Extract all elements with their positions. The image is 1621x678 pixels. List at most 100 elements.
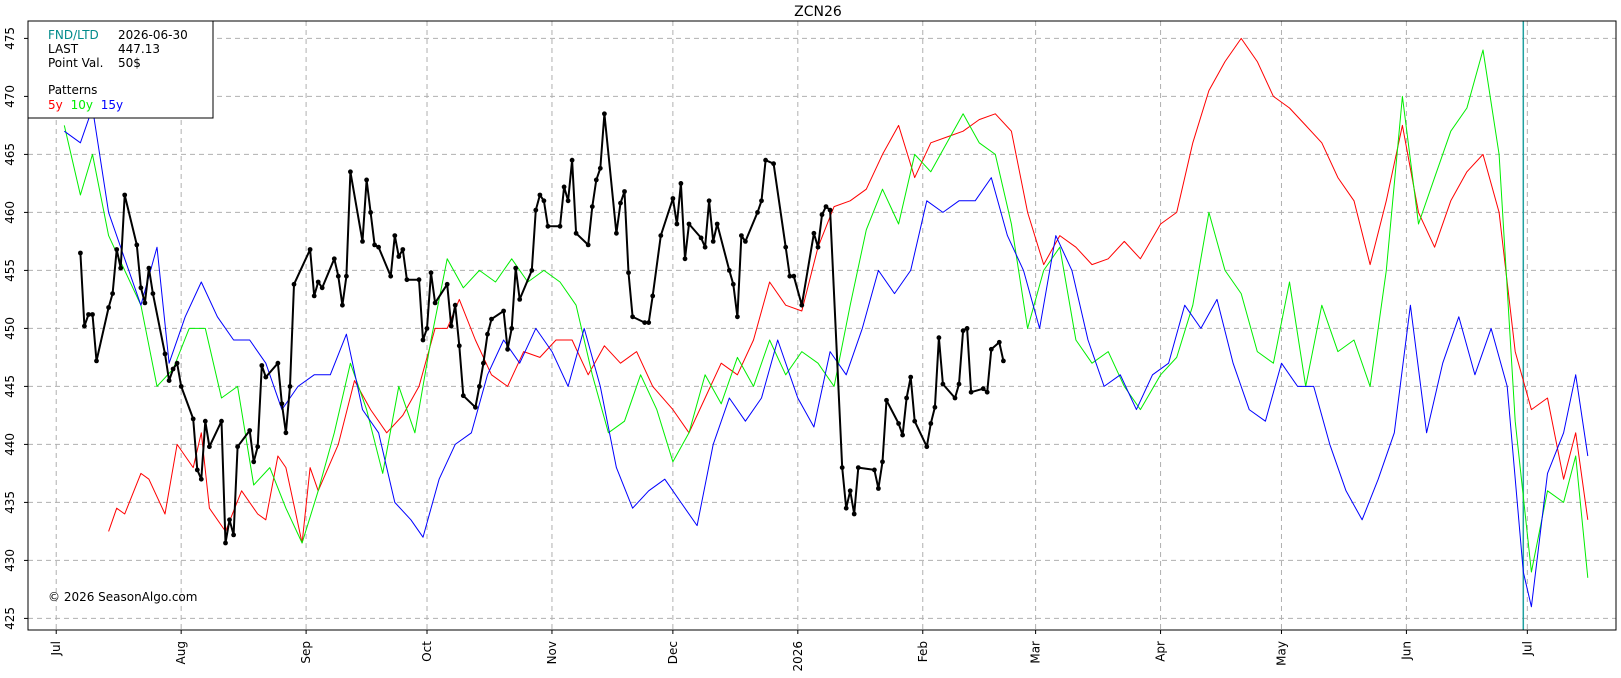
price-point bbox=[517, 297, 523, 302]
price-point bbox=[827, 207, 833, 213]
price-point bbox=[279, 401, 285, 407]
price-point bbox=[315, 279, 321, 285]
price-point bbox=[501, 308, 506, 314]
price-point bbox=[82, 323, 87, 329]
price-point bbox=[819, 212, 825, 218]
price-point bbox=[340, 302, 345, 308]
price-point bbox=[251, 459, 257, 465]
copyright-text: © 2026 SeasonAlgo.com bbox=[48, 590, 197, 604]
price-point bbox=[110, 291, 115, 296]
legend-15y: 15y bbox=[101, 98, 123, 112]
price-point bbox=[1001, 358, 1006, 364]
price-point bbox=[533, 207, 539, 213]
price-point bbox=[739, 233, 744, 239]
price-point bbox=[247, 428, 253, 433]
price-point bbox=[956, 381, 962, 387]
price-point bbox=[646, 320, 652, 325]
price-point bbox=[400, 247, 406, 252]
price-point bbox=[78, 250, 83, 256]
price-point bbox=[416, 277, 422, 283]
price-point bbox=[118, 265, 124, 271]
price-point bbox=[106, 305, 111, 310]
price-point bbox=[134, 242, 140, 248]
y-tick-label: 465 bbox=[3, 143, 17, 166]
price-point bbox=[960, 328, 966, 334]
price-point bbox=[855, 465, 861, 470]
price-point bbox=[489, 316, 494, 322]
price-point bbox=[940, 381, 946, 387]
x-tick-label: 2026 bbox=[791, 641, 805, 672]
legend-5y: 5y bbox=[48, 98, 63, 112]
price-point bbox=[448, 323, 454, 329]
price-point bbox=[557, 223, 563, 229]
price-point bbox=[682, 256, 688, 262]
price-point bbox=[678, 181, 684, 186]
price-point bbox=[537, 192, 543, 198]
price-point bbox=[202, 418, 208, 424]
price-point bbox=[360, 239, 365, 244]
price-point bbox=[876, 486, 881, 491]
price-point bbox=[763, 157, 768, 163]
y-tick-label: 455 bbox=[3, 259, 17, 282]
price-point bbox=[698, 235, 704, 241]
price-point bbox=[404, 277, 410, 283]
x-tick-label: Jun bbox=[1399, 641, 1413, 661]
price-point bbox=[275, 360, 281, 366]
price-point bbox=[392, 233, 398, 239]
price-point bbox=[904, 395, 909, 401]
point-value-value: 50$ bbox=[118, 56, 141, 70]
price-point bbox=[714, 221, 720, 227]
price-point bbox=[900, 432, 905, 438]
x-tick-label: Nov bbox=[545, 641, 559, 664]
series-line-zcn26 bbox=[79, 112, 1005, 544]
price-point bbox=[658, 233, 664, 239]
x-tick-label: Sep bbox=[299, 641, 313, 664]
price-point bbox=[614, 230, 619, 236]
price-point bbox=[432, 300, 438, 306]
price-point bbox=[602, 111, 607, 117]
price-point bbox=[259, 363, 265, 368]
price-point bbox=[710, 239, 716, 244]
price-point bbox=[505, 346, 510, 352]
price-point bbox=[86, 312, 91, 317]
price-point bbox=[565, 198, 571, 204]
price-point bbox=[283, 430, 289, 436]
price-point bbox=[122, 192, 128, 198]
price-point bbox=[190, 416, 196, 422]
price-point bbox=[424, 326, 430, 331]
price-point bbox=[473, 404, 478, 410]
price-point bbox=[650, 293, 656, 299]
price-point bbox=[815, 244, 821, 250]
price-point bbox=[670, 196, 676, 201]
price-point bbox=[924, 444, 930, 450]
price-point bbox=[477, 384, 482, 389]
price-point bbox=[307, 247, 313, 252]
x-tick-label: Oct bbox=[420, 641, 434, 662]
price-point bbox=[166, 378, 172, 383]
price-point bbox=[344, 273, 349, 279]
price-point bbox=[452, 302, 458, 308]
price-point bbox=[988, 346, 994, 352]
price-point bbox=[170, 366, 176, 372]
series-line-5y bbox=[108, 37, 1589, 544]
price-point bbox=[674, 221, 680, 227]
y-tick-label: 445 bbox=[3, 375, 17, 398]
price-point bbox=[485, 331, 490, 337]
price-point bbox=[194, 467, 200, 473]
price-point bbox=[823, 204, 829, 210]
fnd-ltd-value: 2026-06-30 bbox=[118, 28, 188, 42]
price-point bbox=[198, 476, 204, 482]
last-value: 447.13 bbox=[118, 42, 160, 56]
price-point bbox=[114, 247, 120, 252]
x-tick-label: Jul bbox=[1520, 641, 1534, 656]
price-point bbox=[932, 404, 938, 410]
price-point bbox=[811, 230, 817, 236]
price-point bbox=[936, 335, 942, 341]
price-point bbox=[642, 320, 648, 325]
price-point bbox=[460, 393, 466, 399]
price-point bbox=[372, 242, 377, 248]
price-point bbox=[138, 285, 144, 291]
price-point bbox=[996, 339, 1002, 345]
x-tick-label: Dec bbox=[666, 641, 680, 664]
